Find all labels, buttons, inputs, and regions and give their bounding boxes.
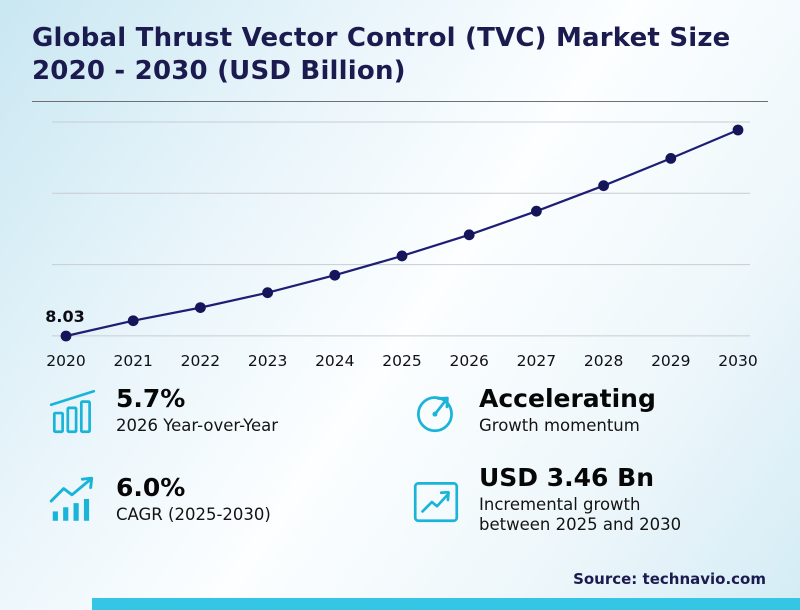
x-tick-label: 2025 [382, 352, 421, 370]
page-title: Global Thrust Vector Control (TVC) Marke… [32, 23, 731, 87]
bottom-accent-bar [92, 598, 800, 610]
chart-point [396, 250, 408, 261]
stat-text: USD 3.46 Bn Incremental growth between 2… [479, 462, 694, 536]
chart-point [127, 314, 139, 326]
stat-cagr: 6.0% CAGR (2025-2030) [46, 464, 401, 536]
source-credit: Source: technavio.com [573, 570, 766, 588]
stat-yoy: 5.7% 2026 Year-over-Year [46, 384, 401, 438]
trend-line [65, 128, 739, 337]
x-tick-label: 2029 [651, 352, 690, 370]
stat-text: 6.0% CAGR (2025-2030) [116, 472, 271, 526]
title-divider [32, 100, 768, 102]
growth-bars-icon [46, 384, 100, 438]
stats-grid: 5.7% 2026 Year-over-Year Accelerating Gr… [0, 374, 800, 536]
chart-point [598, 179, 609, 191]
stat-value: USD 3.46 Bn [479, 462, 654, 492]
stat-label: Incremental growth between 2025 and 2030 [479, 494, 682, 535]
first-point-label: 8.03 [45, 307, 84, 326]
x-tick-label: 2023 [248, 352, 287, 370]
chart-point [60, 330, 72, 341]
x-tick-label: 2024 [315, 352, 354, 370]
chart-point [463, 228, 475, 240]
stat-text: 5.7% 2026 Year-over-Year [116, 383, 279, 437]
trend-bars-icon [46, 473, 100, 527]
gauge-icon [409, 384, 463, 438]
stat-value: 6.0% [116, 472, 186, 502]
boxed-trend-icon [409, 473, 463, 527]
header: Global Thrust Vector Control (TVC) Marke… [0, 0, 800, 102]
chart-point [732, 124, 744, 135]
market-line-chart: 8.03 2020 2021 2022 2023 2024 2025 2026 2027 2028… [45, 121, 758, 370]
stat-incremental: USD 3.46 Bn Incremental growth between 2… [409, 462, 764, 536]
chart-point [329, 269, 341, 281]
stat-value: Accelerating [479, 383, 656, 413]
stat-momentum: Accelerating Growth momentum [409, 384, 764, 438]
x-tick-label: 2030 [718, 352, 757, 370]
chart-point [665, 152, 677, 164]
chart-point [531, 205, 542, 217]
x-tick-label: 2022 [181, 352, 220, 370]
x-tick-label: 2021 [113, 352, 152, 370]
x-tick-label: 2026 [449, 352, 488, 370]
chart-area: 8.03 2020 2021 2022 2023 2024 2025 2026 2027 2028… [0, 102, 800, 374]
stat-label: 2026 Year-over-Year [116, 415, 279, 435]
stat-text: Accelerating Growth momentum [479, 383, 656, 437]
x-tick-label: 2020 [46, 352, 85, 370]
x-tick-label: 2027 [517, 352, 556, 370]
stat-label: CAGR (2025-2030) [116, 504, 271, 524]
chart-point [262, 286, 273, 298]
chart-point [195, 301, 206, 313]
stat-label: Growth momentum [479, 415, 640, 435]
x-tick-label: 2028 [584, 352, 623, 370]
stat-value: 5.7% [116, 383, 186, 413]
